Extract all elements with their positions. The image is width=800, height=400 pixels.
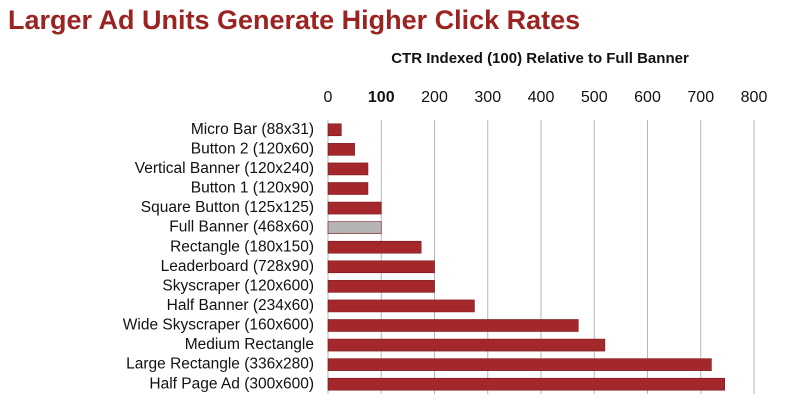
y-tick-label: Full Banner (468x60) [169, 219, 314, 236]
bar [327, 280, 435, 293]
chart-title: Larger Ad Units Generate Higher Click Ra… [8, 5, 580, 35]
bar [327, 260, 435, 274]
x-tick-label: 0 [324, 89, 333, 106]
bar [327, 143, 355, 156]
x-tick-label: 400 [528, 89, 555, 106]
x-tick-label: 600 [634, 89, 661, 106]
y-tick-label: Skyscraper (120x600) [162, 277, 314, 294]
y-tick-label: Half Banner (234x60) [167, 297, 314, 314]
bar [327, 338, 606, 352]
bar [327, 162, 369, 176]
bar [327, 319, 579, 332]
bar [327, 182, 369, 195]
y-tick-label: Wide Skyscraper (160x600) [123, 317, 314, 334]
y-tick-label: Large Rectangle (336x280) [126, 356, 314, 373]
y-tick-label: Leaderboard (728x90) [161, 258, 314, 275]
y-tick-label: Micro Bar (88x31) [191, 121, 314, 138]
y-tick-label: Square Button (125x125) [141, 199, 314, 216]
bar [327, 123, 342, 137]
bar [327, 358, 712, 371]
y-tick-label: Medium Rectangle [185, 336, 314, 353]
y-tick-label: Rectangle (180x150) [170, 238, 314, 255]
bar [327, 201, 382, 215]
x-tick-label: 500 [581, 89, 608, 106]
x-tick-label: 800 [741, 89, 768, 106]
y-tick-label: Half Page Ad (300x600) [149, 375, 314, 392]
y-tick-label: Button 2 (120x60) [191, 140, 314, 157]
bar [327, 221, 382, 234]
x-tick-label: 700 [687, 89, 714, 106]
bar [327, 299, 475, 313]
x-tick-label: 100 [368, 89, 395, 106]
bar [327, 377, 726, 391]
y-tick-label: Vertical Banner (120x240) [135, 160, 314, 177]
x-tick-label: 300 [474, 89, 501, 106]
bar [327, 240, 422, 254]
axis-title: CTR Indexed (100) Relative to Full Banne… [391, 50, 689, 67]
x-tick-label: 200 [421, 89, 448, 106]
y-tick-label: Button 1 (120x90) [191, 180, 314, 197]
